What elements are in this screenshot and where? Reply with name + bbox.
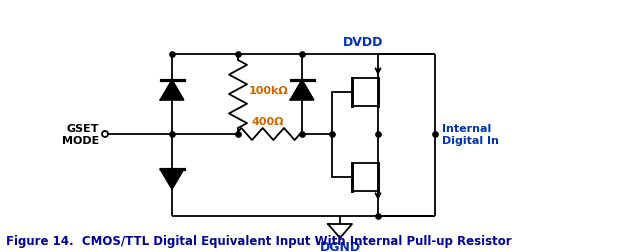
- Text: 100kΩ: 100kΩ: [249, 86, 289, 96]
- Text: Internal
Digital In: Internal Digital In: [442, 124, 499, 145]
- Text: DGND: DGND: [319, 240, 360, 252]
- Text: DVDD: DVDD: [343, 36, 384, 49]
- Polygon shape: [160, 81, 184, 100]
- Polygon shape: [290, 81, 314, 100]
- Text: 400Ω: 400Ω: [252, 116, 284, 127]
- Text: GSET
MODE: GSET MODE: [62, 124, 99, 145]
- Polygon shape: [160, 170, 184, 189]
- Text: Figure 14.  CMOS/TTL Digital Equivalent Input With Internal Pull-up Resistor: Figure 14. CMOS/TTL Digital Equivalent I…: [6, 235, 512, 247]
